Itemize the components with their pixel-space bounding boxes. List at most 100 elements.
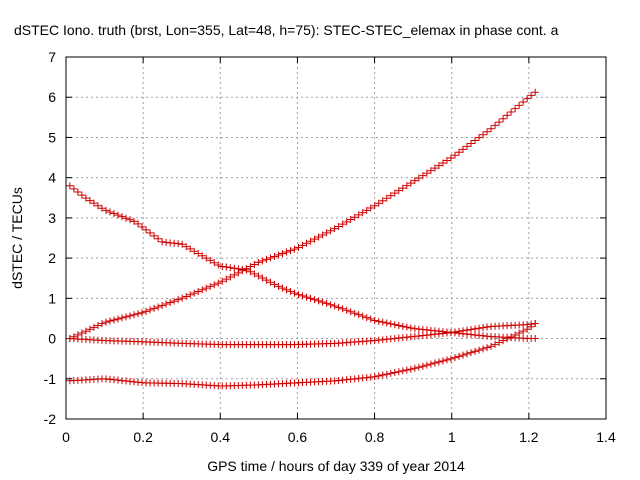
data-point	[467, 139, 475, 147]
data-point	[375, 317, 383, 325]
data-point	[295, 291, 303, 299]
data-point	[399, 322, 407, 330]
data-point	[210, 281, 218, 289]
data-point	[407, 324, 415, 332]
data-point	[222, 263, 230, 271]
data-point	[182, 243, 190, 251]
data-point	[363, 314, 371, 322]
data-point	[82, 327, 90, 335]
data-point	[311, 235, 319, 243]
data-point	[339, 305, 347, 313]
data-point	[166, 299, 174, 307]
data-point	[315, 233, 323, 241]
data-point	[447, 355, 455, 363]
data-point	[411, 364, 419, 372]
y-tick-label: 3	[48, 210, 56, 226]
data-point	[447, 154, 455, 162]
data-point	[451, 328, 459, 336]
data-point	[383, 370, 391, 378]
data-point	[343, 306, 351, 314]
data-point	[250, 270, 258, 278]
data-point	[491, 340, 499, 348]
data-point	[371, 316, 379, 324]
data-point	[174, 240, 182, 248]
data-point	[278, 284, 286, 292]
data-point	[407, 179, 415, 187]
data-point	[190, 289, 198, 297]
x-tick-label: 1	[448, 429, 456, 445]
data-points	[66, 88, 539, 390]
data-point	[295, 243, 303, 251]
axis-ticks: 0 0.2 0.4 0.6 0.8 1 1.2 1.4 -2 -1 0 1 2 3 4 5 6 7	[44, 49, 616, 445]
data-point	[299, 241, 307, 249]
data-point	[439, 159, 447, 167]
data-point	[154, 235, 162, 243]
series-3	[66, 319, 539, 349]
data-point	[258, 274, 266, 282]
data-point	[459, 351, 467, 359]
x-tick-label: 0.2	[133, 429, 153, 445]
data-point	[419, 172, 427, 180]
data-point	[214, 261, 222, 269]
data-point	[266, 278, 274, 286]
data-point	[106, 208, 114, 216]
data-point	[523, 325, 531, 333]
data-point	[307, 294, 315, 302]
data-point	[118, 213, 126, 221]
data-point	[391, 321, 399, 329]
data-point	[290, 245, 298, 253]
data-point	[487, 342, 495, 350]
data-point	[254, 272, 262, 280]
data-point	[86, 325, 94, 333]
data-point	[459, 327, 467, 335]
data-point	[194, 250, 202, 258]
data-point	[282, 248, 290, 256]
data-point	[194, 287, 202, 295]
data-point	[262, 255, 270, 263]
x-tick-label: 0.8	[365, 429, 385, 445]
data-point	[170, 297, 178, 305]
data-point	[507, 108, 515, 116]
data-point	[206, 282, 214, 290]
data-point	[367, 315, 375, 323]
data-point	[483, 323, 491, 331]
data-point	[186, 245, 194, 253]
series-2	[66, 182, 539, 343]
data-point	[130, 311, 138, 319]
data-point	[307, 237, 315, 245]
data-point	[230, 264, 238, 272]
data-point	[379, 197, 387, 205]
data-point	[347, 308, 355, 316]
data-point	[463, 326, 471, 334]
data-point	[443, 356, 451, 364]
data-point	[282, 286, 290, 294]
data-point	[499, 337, 507, 345]
data-point	[74, 188, 82, 196]
data-point	[363, 206, 371, 214]
data-point	[90, 199, 98, 207]
data-point	[387, 369, 395, 377]
data-point	[475, 346, 483, 354]
data-point	[355, 211, 363, 219]
data-point	[527, 323, 535, 331]
data-point	[162, 300, 170, 308]
data-point	[487, 125, 495, 133]
data-point	[66, 182, 74, 190]
data-point	[98, 204, 106, 212]
data-point	[327, 301, 335, 309]
data-point	[138, 309, 146, 317]
x-tick-label: 0.6	[288, 429, 308, 445]
data-point	[371, 373, 379, 381]
data-point	[463, 350, 471, 358]
data-point	[531, 320, 539, 328]
data-point	[379, 371, 387, 379]
data-point	[511, 105, 519, 113]
data-point	[443, 157, 451, 165]
chart-title: dSTEC Iono. truth (brst, Lon=355, Lat=48…	[14, 22, 559, 38]
data-point	[186, 291, 194, 299]
data-point	[531, 88, 539, 96]
data-point	[266, 254, 274, 262]
data-point	[327, 227, 335, 235]
data-point	[371, 202, 379, 210]
